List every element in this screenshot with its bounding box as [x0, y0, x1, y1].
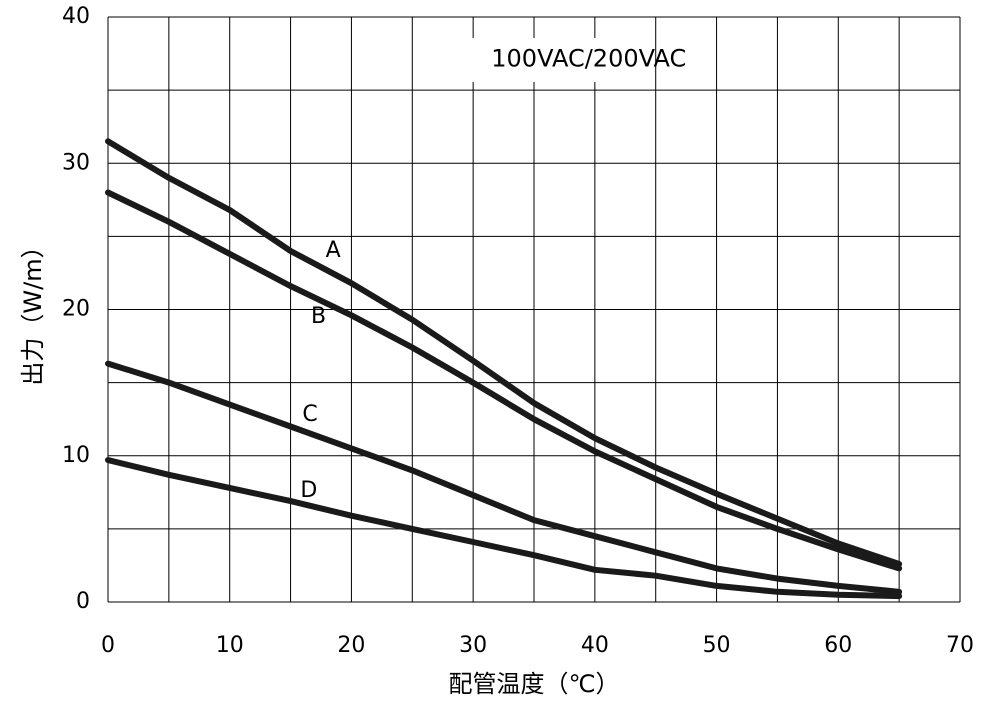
y-tick-label: 20 — [62, 297, 90, 322]
series-line-c — [105, 360, 903, 595]
y-axis-title: 出力（W/m） — [19, 234, 47, 385]
series-label-c: C — [302, 402, 317, 427]
x-tick-label: 30 — [459, 633, 487, 658]
series-label-a: A — [326, 238, 341, 263]
x-tick-label: 70 — [946, 633, 974, 658]
x-tick-label: 60 — [824, 633, 852, 658]
x-tick-label: 50 — [703, 633, 731, 658]
annotation-background — [418, 38, 648, 82]
series-line-b — [105, 189, 903, 572]
x-axis-title: 配管温度（℃） — [449, 670, 620, 698]
x-tick-label: 20 — [337, 633, 365, 658]
x-tick-labels: 0 10 20 30 40 50 60 70 — [101, 633, 974, 658]
series-label-b: B — [311, 304, 326, 329]
x-tick-label: 10 — [216, 633, 244, 658]
series-lines — [105, 138, 903, 600]
y-tick-label: 40 — [62, 4, 90, 29]
series-line-a — [105, 138, 903, 567]
series-labels: A B C D — [300, 238, 340, 503]
series-line-d — [105, 457, 903, 600]
series-label-d: D — [300, 478, 317, 503]
y-tick-label: 10 — [62, 443, 90, 468]
grid — [107, 16, 961, 603]
x-tick-label: 0 — [101, 633, 115, 658]
x-tick-label: 40 — [581, 633, 609, 658]
y-tick-label: 0 — [76, 589, 90, 614]
voltage-annotation: 100VAC/200VAC — [491, 44, 686, 72]
y-tick-labels: 0 10 20 30 40 — [62, 4, 90, 614]
y-tick-label: 30 — [62, 150, 90, 175]
